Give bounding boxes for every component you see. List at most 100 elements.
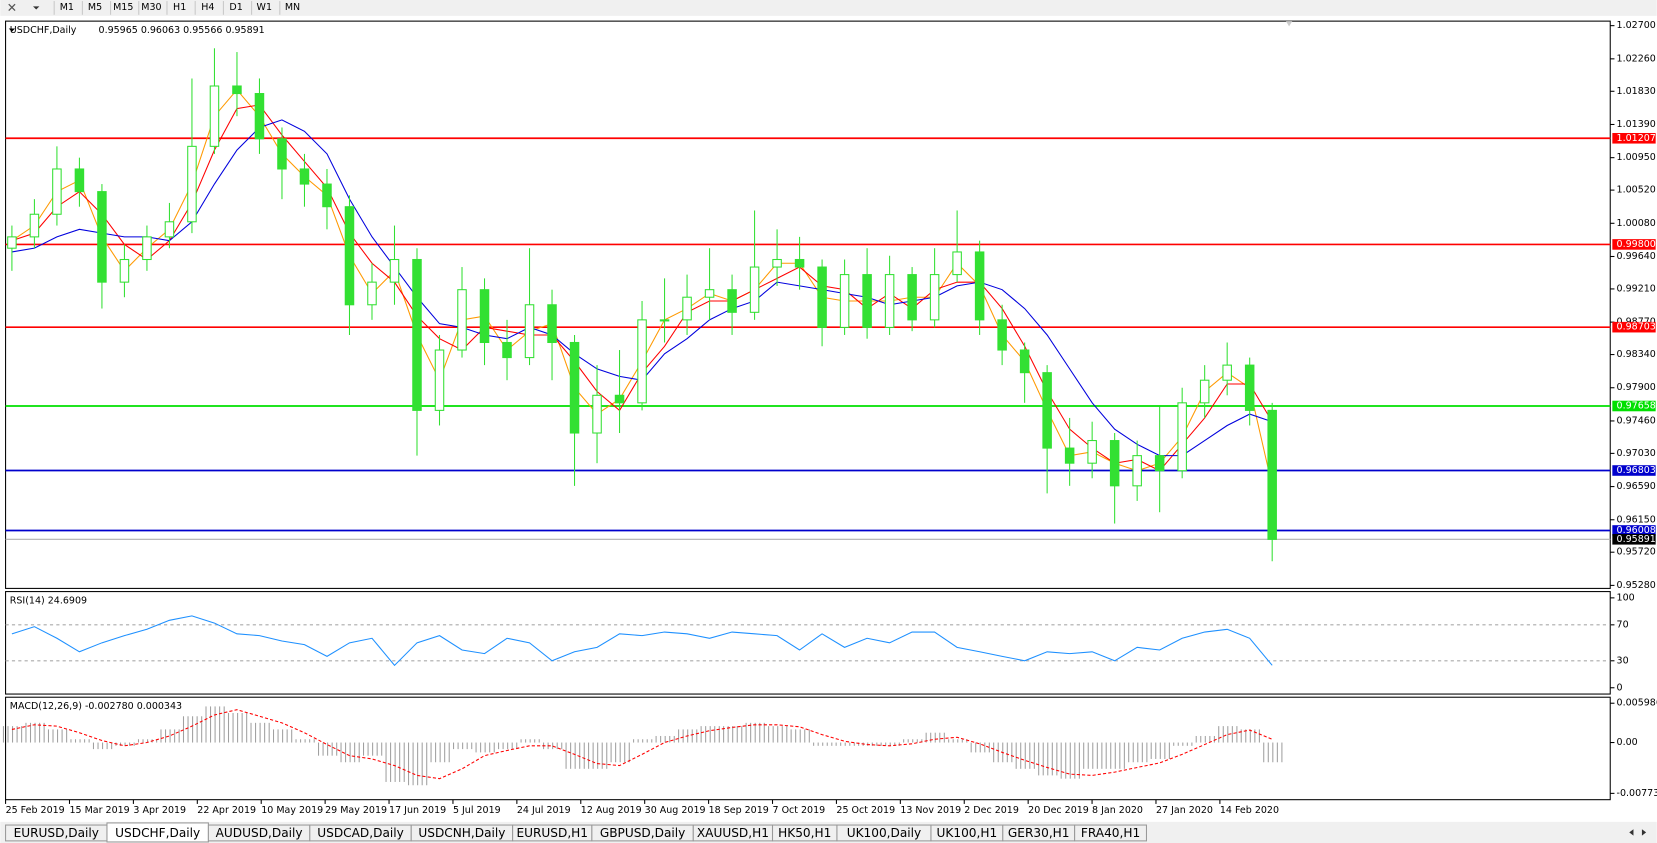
price-panel — [5, 20, 1611, 589]
x-tick-label: 10 May 2019 — [261, 805, 323, 816]
candle-body — [1109, 440, 1120, 487]
x-tick-label: 14 Feb 2020 — [1220, 805, 1279, 816]
candle-body — [637, 319, 647, 404]
candle-body — [1222, 364, 1232, 381]
timeframe-button[interactable]: M30 — [141, 2, 161, 13]
level-label: 0.98703 — [1617, 322, 1656, 333]
rsi-line — [11, 615, 1273, 667]
level-label-bg — [1612, 239, 1656, 250]
candle-body — [322, 183, 332, 208]
candle-body — [367, 281, 377, 306]
candle-body — [524, 304, 535, 359]
candle-body — [74, 168, 85, 193]
timeframe-button[interactable]: MN — [285, 2, 300, 13]
x-tick-label: 25 Feb 2019 — [6, 805, 65, 816]
candle-body — [164, 221, 175, 238]
y-tick-label: 0.005986 — [1617, 698, 1657, 709]
level-label-bg — [1612, 400, 1656, 412]
y-tick-label: 0.96590 — [1617, 481, 1656, 492]
x-tick-label: 25 Oct 2019 — [836, 805, 895, 816]
x-tick-label: 12 Aug 2019 — [581, 805, 642, 816]
candle-body — [187, 145, 197, 223]
tab-label[interactable]: USDCNH,Daily — [418, 826, 505, 840]
y-tick-label: 30 — [1617, 655, 1629, 666]
candle-body — [344, 206, 355, 306]
tab-label[interactable]: GBPUSD,Daily — [600, 826, 685, 840]
candle-body — [1154, 455, 1165, 472]
candle-body — [1177, 402, 1187, 472]
y-tick-label: 0 — [1617, 682, 1623, 693]
tab[interactable] — [1074, 824, 1148, 842]
macd-panel — [5, 696, 1611, 801]
toolbar-icon[interactable] — [8, 3, 16, 12]
level-label: 0.96803 — [1617, 465, 1656, 476]
level-label-bg — [1612, 465, 1656, 476]
tab-label[interactable]: USDCHF,Daily — [115, 826, 200, 840]
candle-body — [614, 394, 625, 404]
candle-body — [119, 258, 130, 283]
timeframe-button[interactable]: M1 — [60, 2, 74, 13]
timeframe-button[interactable]: W1 — [257, 2, 272, 13]
x-tick-label: 27 Jan 2020 — [1156, 805, 1213, 816]
tab-label[interactable]: UK100,Daily — [847, 826, 922, 840]
level-label-bg — [1612, 534, 1656, 545]
macd-signal — [11, 709, 1273, 780]
candle-body — [659, 319, 670, 322]
timeframe-button[interactable]: H1 — [173, 2, 186, 13]
title-arrow — [8, 28, 16, 32]
panel-title: RSI(14) 24.6909 — [10, 596, 87, 607]
candle-body — [682, 296, 692, 321]
y-tick-label: 0.00 — [1617, 737, 1638, 748]
panel-title: MACD(12,26,9) -0.002780 0.000343 — [10, 701, 182, 712]
x-tick-label: 8 Jan 2020 — [1092, 805, 1143, 816]
tab-label[interactable]: XAUUSD,H1 — [697, 826, 769, 840]
timeframe-button[interactable]: D1 — [229, 2, 242, 13]
y-tick-label: 0.98340 — [1617, 349, 1656, 360]
candle-body — [479, 289, 490, 344]
tab-label[interactable]: GER30,H1 — [1008, 826, 1070, 840]
y-tick-label: 0.97900 — [1617, 382, 1656, 393]
candle-body — [1199, 379, 1210, 404]
tab-label[interactable]: EURUSD,H1 — [516, 826, 588, 840]
y-tick-label: 70 — [1617, 619, 1629, 630]
y-tick-label: 0.96150 — [1617, 514, 1656, 525]
candle-body — [1042, 372, 1052, 449]
tab-label[interactable]: EURUSD,Daily — [14, 826, 99, 840]
timeframe-button[interactable]: M5 — [88, 2, 102, 13]
level-label: 0.96008 — [1617, 525, 1656, 536]
y-tick-label: -0.007737 — [1617, 788, 1657, 799]
candle-body — [209, 85, 220, 147]
y-tick-label: 1.02260 — [1617, 53, 1656, 64]
x-tick-label: 22 Apr 2019 — [197, 805, 256, 816]
tab-label[interactable]: USDCAD,Daily — [317, 826, 404, 840]
level-label-bg — [1612, 132, 1656, 144]
candle-body — [952, 251, 962, 276]
timeframe-button[interactable]: M15 — [113, 2, 133, 13]
toolbar-dropdown[interactable] — [33, 6, 40, 10]
candle-body — [142, 236, 152, 261]
tab-label[interactable]: FRA40,H1 — [1081, 826, 1140, 840]
tab-label[interactable]: HK50,H1 — [778, 826, 831, 840]
y-tick-label: 1.01390 — [1617, 119, 1656, 130]
x-tick-label: 29 May 2019 — [325, 805, 387, 816]
x-tick-label: 2 Dec 2019 — [964, 805, 1019, 816]
candle-body — [254, 93, 265, 140]
level-label: 0.99800 — [1617, 239, 1656, 250]
ohlc-values: 0.95965 0.96063 0.95566 0.95891 — [99, 25, 265, 36]
candle-body — [997, 319, 1007, 351]
candle-body — [839, 274, 850, 328]
candle-body — [592, 394, 602, 434]
x-tick-label: 17 Jun 2019 — [389, 805, 446, 816]
tab-label[interactable]: AUDUSD,Daily — [216, 826, 303, 840]
candle-body — [277, 138, 287, 170]
candle-body — [502, 341, 512, 359]
tab-label[interactable]: UK100,H1 — [937, 826, 998, 840]
candle-body — [52, 168, 62, 215]
candle-body — [547, 304, 557, 344]
level-label-bg — [1612, 321, 1656, 333]
candle-body — [7, 236, 17, 249]
tab-scroll[interactable] — [1629, 829, 1647, 836]
timeframe-button[interactable]: H4 — [201, 2, 214, 13]
panel-title: USDCHF,Daily — [10, 25, 77, 36]
